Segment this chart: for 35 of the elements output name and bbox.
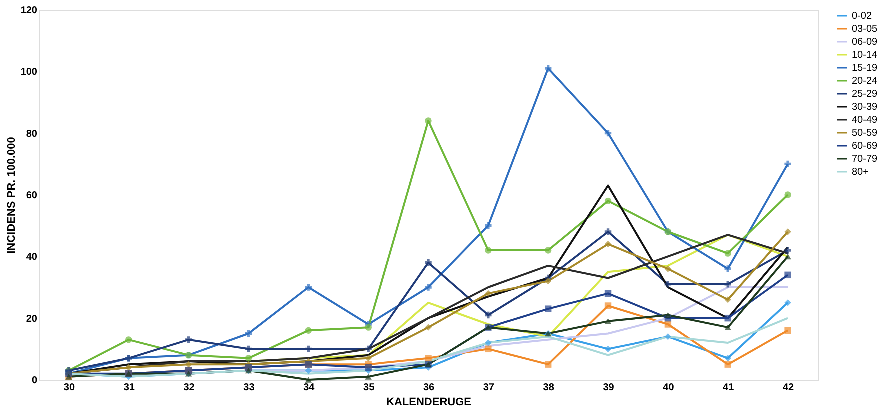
y-tick-label: 120: [20, 6, 38, 16]
legend-label: 30-39: [852, 102, 878, 113]
legend-label: 06-09: [852, 37, 878, 48]
legend-label: 0-02: [852, 11, 872, 22]
y-tick-label: 100: [20, 67, 38, 78]
legend-label: 20-24: [852, 76, 878, 87]
x-tick-label: 31: [124, 382, 136, 394]
x-tick-label: 33: [244, 382, 256, 394]
y-tick-label: 60: [26, 190, 38, 202]
x-tick-label: 30: [64, 382, 76, 394]
y-tick-label: 80: [26, 128, 38, 140]
x-tick-label: 41: [723, 382, 735, 394]
legend-label: 60-69: [852, 141, 878, 152]
legend-label: 80+: [852, 167, 870, 178]
x-tick-label: 32: [184, 382, 196, 394]
y-tick-label: 40: [26, 252, 38, 264]
y-axis-title: INCIDENS PR. 100.000: [6, 137, 18, 254]
y-tick-label: 20: [26, 314, 38, 325]
y-tick-label: 0: [32, 376, 38, 386]
x-tick-label: 40: [663, 382, 675, 394]
x-tick-label: 39: [603, 382, 615, 394]
x-tick-label: 34: [304, 382, 316, 394]
x-tick-label: 42: [782, 382, 795, 394]
legend-label: 10-14: [852, 50, 878, 61]
x-tick-label: 35: [364, 382, 376, 394]
x-axis-title: KALENDERUGE: [386, 396, 472, 408]
legend-label: 70-79: [852, 154, 878, 165]
legend-label: 50-59: [852, 128, 878, 139]
x-tick-label: 38: [543, 382, 555, 394]
legend-label: 03-05: [852, 24, 878, 35]
legend-label: 40-49: [852, 115, 878, 126]
x-tick-label: 36: [423, 382, 435, 394]
legend-label: 15-19: [852, 63, 878, 74]
legend-label: 25-29: [852, 89, 878, 100]
x-tick-label: 37: [483, 382, 495, 394]
